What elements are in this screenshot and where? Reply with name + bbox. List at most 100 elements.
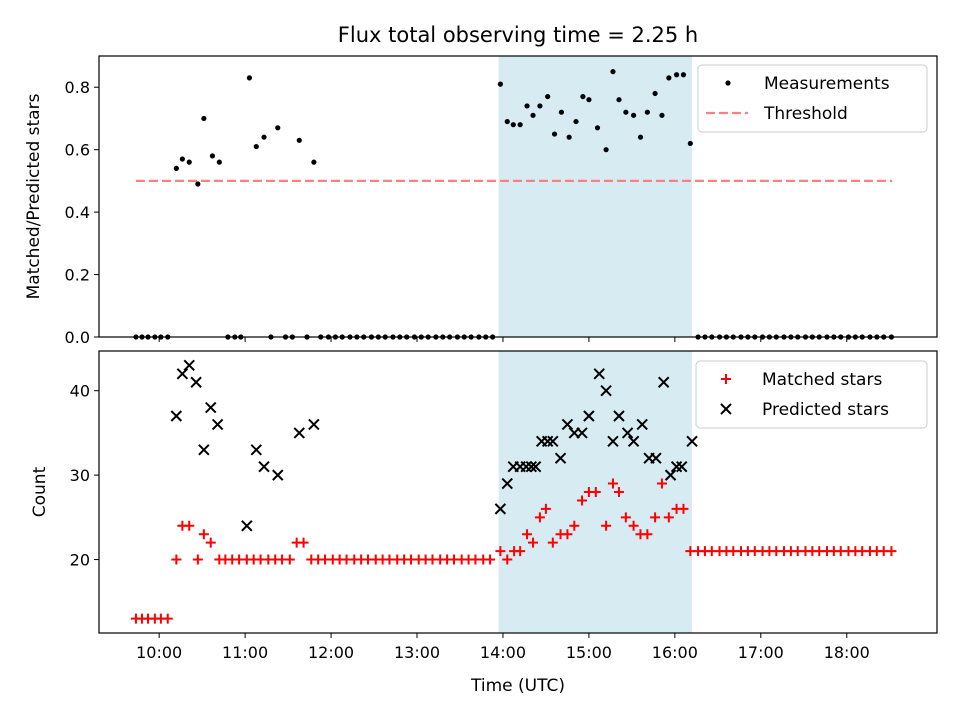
matched-star-marker [502,554,513,565]
matched-star-marker [628,520,639,531]
x-tick-label: 10:00 [136,643,182,662]
legend-box [695,360,928,429]
matched-star-marker [284,554,295,565]
predicted-star-marker [627,435,640,448]
predicted-star-marker [636,418,648,431]
matched-star-marker [192,554,203,565]
predicted-star-marker [576,427,588,439]
top-y-ticks: 0.0 0.2 0.4 0.6 0.8 [65,78,99,347]
measurement-point [573,118,579,125]
top-y-axis-label: Matched/Predicted stars [24,93,44,299]
bottom-axes-frame [98,350,938,634]
measurement-point [173,165,179,171]
matched-star-marker [205,537,216,548]
predicted-star-marker [198,444,210,456]
measurement-point [580,93,586,100]
matched-star-marker [562,529,573,540]
measurement-point [504,118,510,125]
x-tick-label: 13:00 [394,643,440,662]
matched-star-marker [613,487,624,497]
matched-star-marker [642,529,653,540]
matched-star-markers [130,478,897,624]
predicted-star-marker [211,418,224,431]
legend-marker-x [720,403,732,415]
predicted-star-marker [607,435,619,448]
predicted-star-marker [670,460,683,473]
matched-star-marker [590,487,601,497]
legend-label: Measurements [764,74,890,94]
measurement-point [680,72,687,78]
x-tick-label: 14:00 [480,643,526,662]
measurement-point [186,159,192,165]
matched-star-marker [620,512,631,523]
measurement-point [673,72,680,78]
predicted-star-marker [272,469,284,481]
measurement-point [524,103,530,109]
predicted-star-marker [583,410,595,422]
predicted-star-marker [501,477,513,490]
predicted-star-marker [250,444,262,456]
y-tick-label: 0.8 [65,78,90,97]
measurement-point [537,103,543,109]
measurement-point [216,159,222,165]
matched-star-marker [650,512,661,523]
predicted-star-marker [241,520,253,532]
matched-star-marker [663,512,674,523]
predicted-star-marker [676,460,688,473]
matched-star-marker [656,478,667,489]
predicted-star-marker [258,460,270,473]
measurement-point [311,159,317,165]
measurement-point [566,134,572,140]
measurement-point [558,109,565,115]
measurement-point [631,112,637,118]
measurement-point [530,112,536,118]
matched-star-marker [171,554,182,565]
matched-star-marker [198,529,209,540]
measurement-point [594,125,601,131]
predicted-star-marker [529,460,542,473]
chart-title: Flux total observing time = 2.25 h [338,23,698,47]
matched-star-marker [886,546,897,557]
predicted-star-marker [541,435,554,448]
matched-star-marker [485,554,496,565]
bottom-y-ticks: 20 30 40 [70,382,99,570]
matched-star-marker [540,503,551,514]
x-tick-label: 11:00 [222,643,268,662]
measurement-point [616,97,622,103]
top-x-ticks [158,337,848,342]
bottom-legend: Matched stars Predicted stars [695,360,928,429]
measurement-point [517,122,523,128]
measurement-point [261,134,267,140]
matched-star-marker [678,503,689,514]
matched-star-marker [528,537,539,548]
legend-label: Predicted stars [762,400,889,420]
legend-label: Matched stars [762,370,882,390]
bottom-y-axis-label: Count [30,466,50,517]
measurement-point [586,97,592,103]
y-tick-label: 0.4 [65,203,90,222]
measurement-point [195,181,201,187]
matched-star-marker [162,613,173,624]
predicted-star-marker [554,452,567,464]
measurement-point [644,109,650,115]
matched-star-marker [495,546,506,557]
matched-star-marker [569,520,580,531]
measurement-point [610,69,616,75]
top-legend: Measurements Threshold [697,64,928,133]
top-axes-frame [98,55,938,338]
measurement-point [666,75,672,81]
matched-star-marker [298,537,309,548]
matched-star-marker [547,537,558,548]
measurement-point [209,153,216,159]
measurement-point [659,112,665,118]
predicted-star-marker [593,368,605,380]
predicted-star-marker [525,460,538,473]
x-tick-label: 16:00 [652,643,698,662]
predicted-star-marker [293,427,305,439]
x-tick-label: 18:00 [824,643,870,662]
measurement-point [603,147,609,153]
x-tick-label: 12:00 [308,643,354,662]
predicted-star-marker [650,452,662,464]
predicted-star-marker [190,376,202,388]
predicted-star-marker [183,359,195,372]
